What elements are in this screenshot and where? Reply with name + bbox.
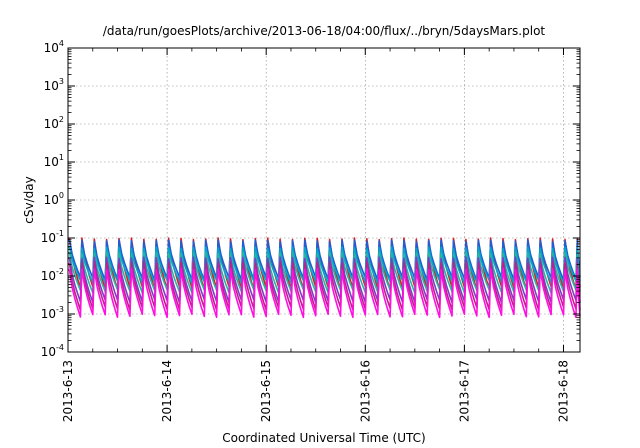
series-line	[68, 267, 581, 319]
x-tick-label: 2013-6-15	[259, 360, 273, 422]
y-tick-label: 100	[44, 191, 64, 207]
y-tick-label: 10-1	[41, 229, 64, 245]
y-axis-label: cSv/day	[22, 176, 36, 223]
grid-lines	[68, 48, 580, 352]
y-tick-label: 101	[44, 153, 64, 169]
y-tick-label: 10-4	[41, 343, 64, 359]
y-tick-label: 10-3	[41, 305, 64, 321]
y-tick-label: 104	[44, 39, 64, 55]
y-tick-label: 102	[44, 115, 64, 131]
x-tick-label: 2013-6-13	[61, 360, 75, 422]
chart-title: /data/run/goesPlots/archive/2013-06-18/0…	[103, 24, 546, 38]
y-tick-label: 103	[44, 77, 64, 93]
x-tick-label: 2013-6-17	[457, 360, 471, 422]
series-lines	[68, 237, 581, 319]
axis-ticks: 10-4 10-3 10-2 10-1 100 101 102 103 104 2013-6-13…	[41, 39, 580, 422]
x-tick-label: 2013-6-16	[358, 360, 372, 422]
x-tick-label: 2013-6-14	[160, 360, 174, 422]
y-tick-label: 10-2	[41, 267, 64, 283]
x-axis-label: Coordinated Universal Time (UTC)	[222, 431, 425, 445]
x-tick-label: 2013-6-18	[556, 360, 570, 422]
